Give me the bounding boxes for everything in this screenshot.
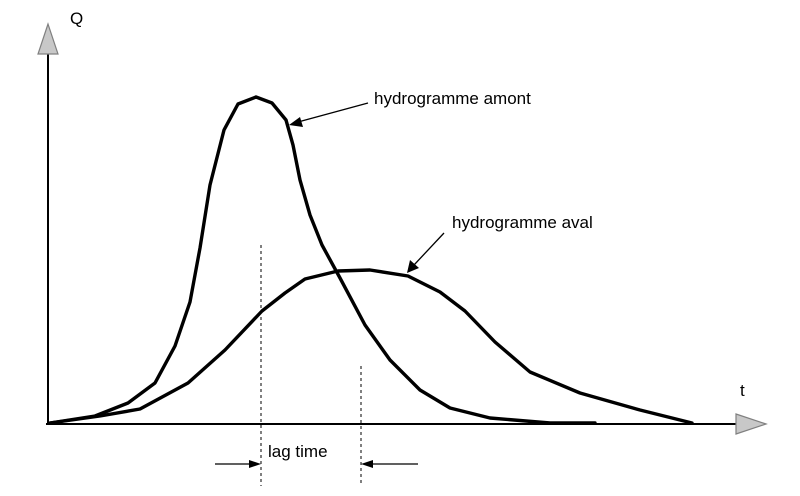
upstream-callout-line (297, 102, 369, 123)
upstream-callout-arrow-icon (289, 117, 303, 127)
y-axis-arrow-icon (37, 22, 59, 55)
lag-time-label: lag time (268, 442, 328, 461)
hydrograph-upstream-curve (48, 95, 597, 425)
downstream-callout-arrow-icon (407, 260, 419, 273)
upstream-label: hydrogramme amont (374, 89, 531, 108)
downstream-callout-line (413, 232, 445, 266)
x-axis-label: t (740, 381, 745, 400)
downstream-label: hydrogramme aval (452, 213, 593, 232)
lag-arrowhead-left-icon (249, 460, 261, 468)
y-axis-label: Q (70, 9, 83, 28)
x-axis-arrow-icon (735, 413, 768, 435)
lag-arrowhead-right-icon (361, 460, 373, 468)
hydrograph-downstream-curve (48, 268, 694, 425)
